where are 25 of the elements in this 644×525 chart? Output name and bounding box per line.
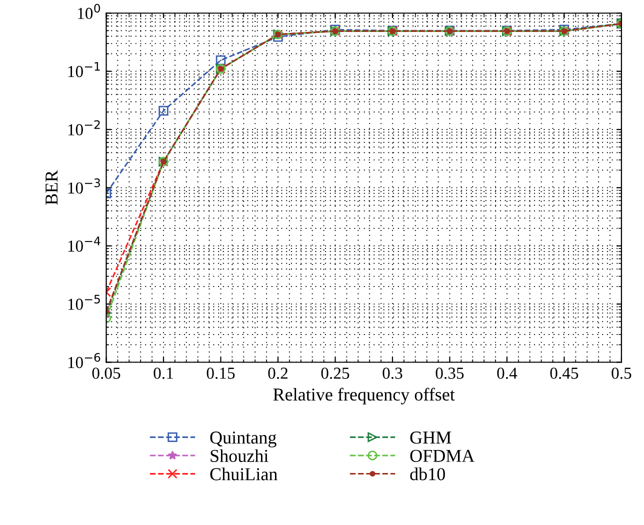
x-axis-title: Relative frequency offset — [273, 388, 455, 404]
x-tick-label: 0.15 — [206, 368, 235, 379]
x-tick-label: 0.1 — [154, 368, 173, 379]
x-tick-label: 0.05 — [92, 368, 120, 379]
x-tick-label: 0.2 — [268, 368, 288, 379]
y-tick-label: 10$^{−2}$ — [68, 120, 100, 136]
legend-label: OFDMA — [410, 450, 475, 462]
y-axis-title: BER — [46, 170, 58, 205]
legend-label: Quintang — [210, 432, 276, 448]
y-tick-label: 10$^{−3}$ — [68, 178, 100, 194]
x-tick-label: 0.35 — [436, 368, 464, 379]
x-tick-label: 0.3 — [382, 368, 402, 379]
legend-label: db10 — [410, 468, 445, 480]
x-tick-label: 0.5 — [612, 368, 632, 379]
x-tick-label: 0.4 — [497, 368, 518, 379]
y-tick-label: 10$^{0}$ — [78, 4, 100, 20]
y-tick-label: 10$^{−1}$ — [68, 62, 100, 78]
y-tick-label: 10$^{−5}$ — [68, 294, 100, 310]
legend-label: GHM — [410, 432, 452, 444]
y-tick-label: 10$^{−4}$ — [68, 236, 100, 252]
legend-label: ChuiLian — [210, 468, 278, 480]
x-tick-label: 0.25 — [321, 368, 350, 379]
legend-label: Shouzhi — [210, 449, 268, 462]
y-tick-label: 10$^{−6}$ — [68, 352, 100, 368]
x-tick-label: 0.45 — [550, 368, 578, 379]
